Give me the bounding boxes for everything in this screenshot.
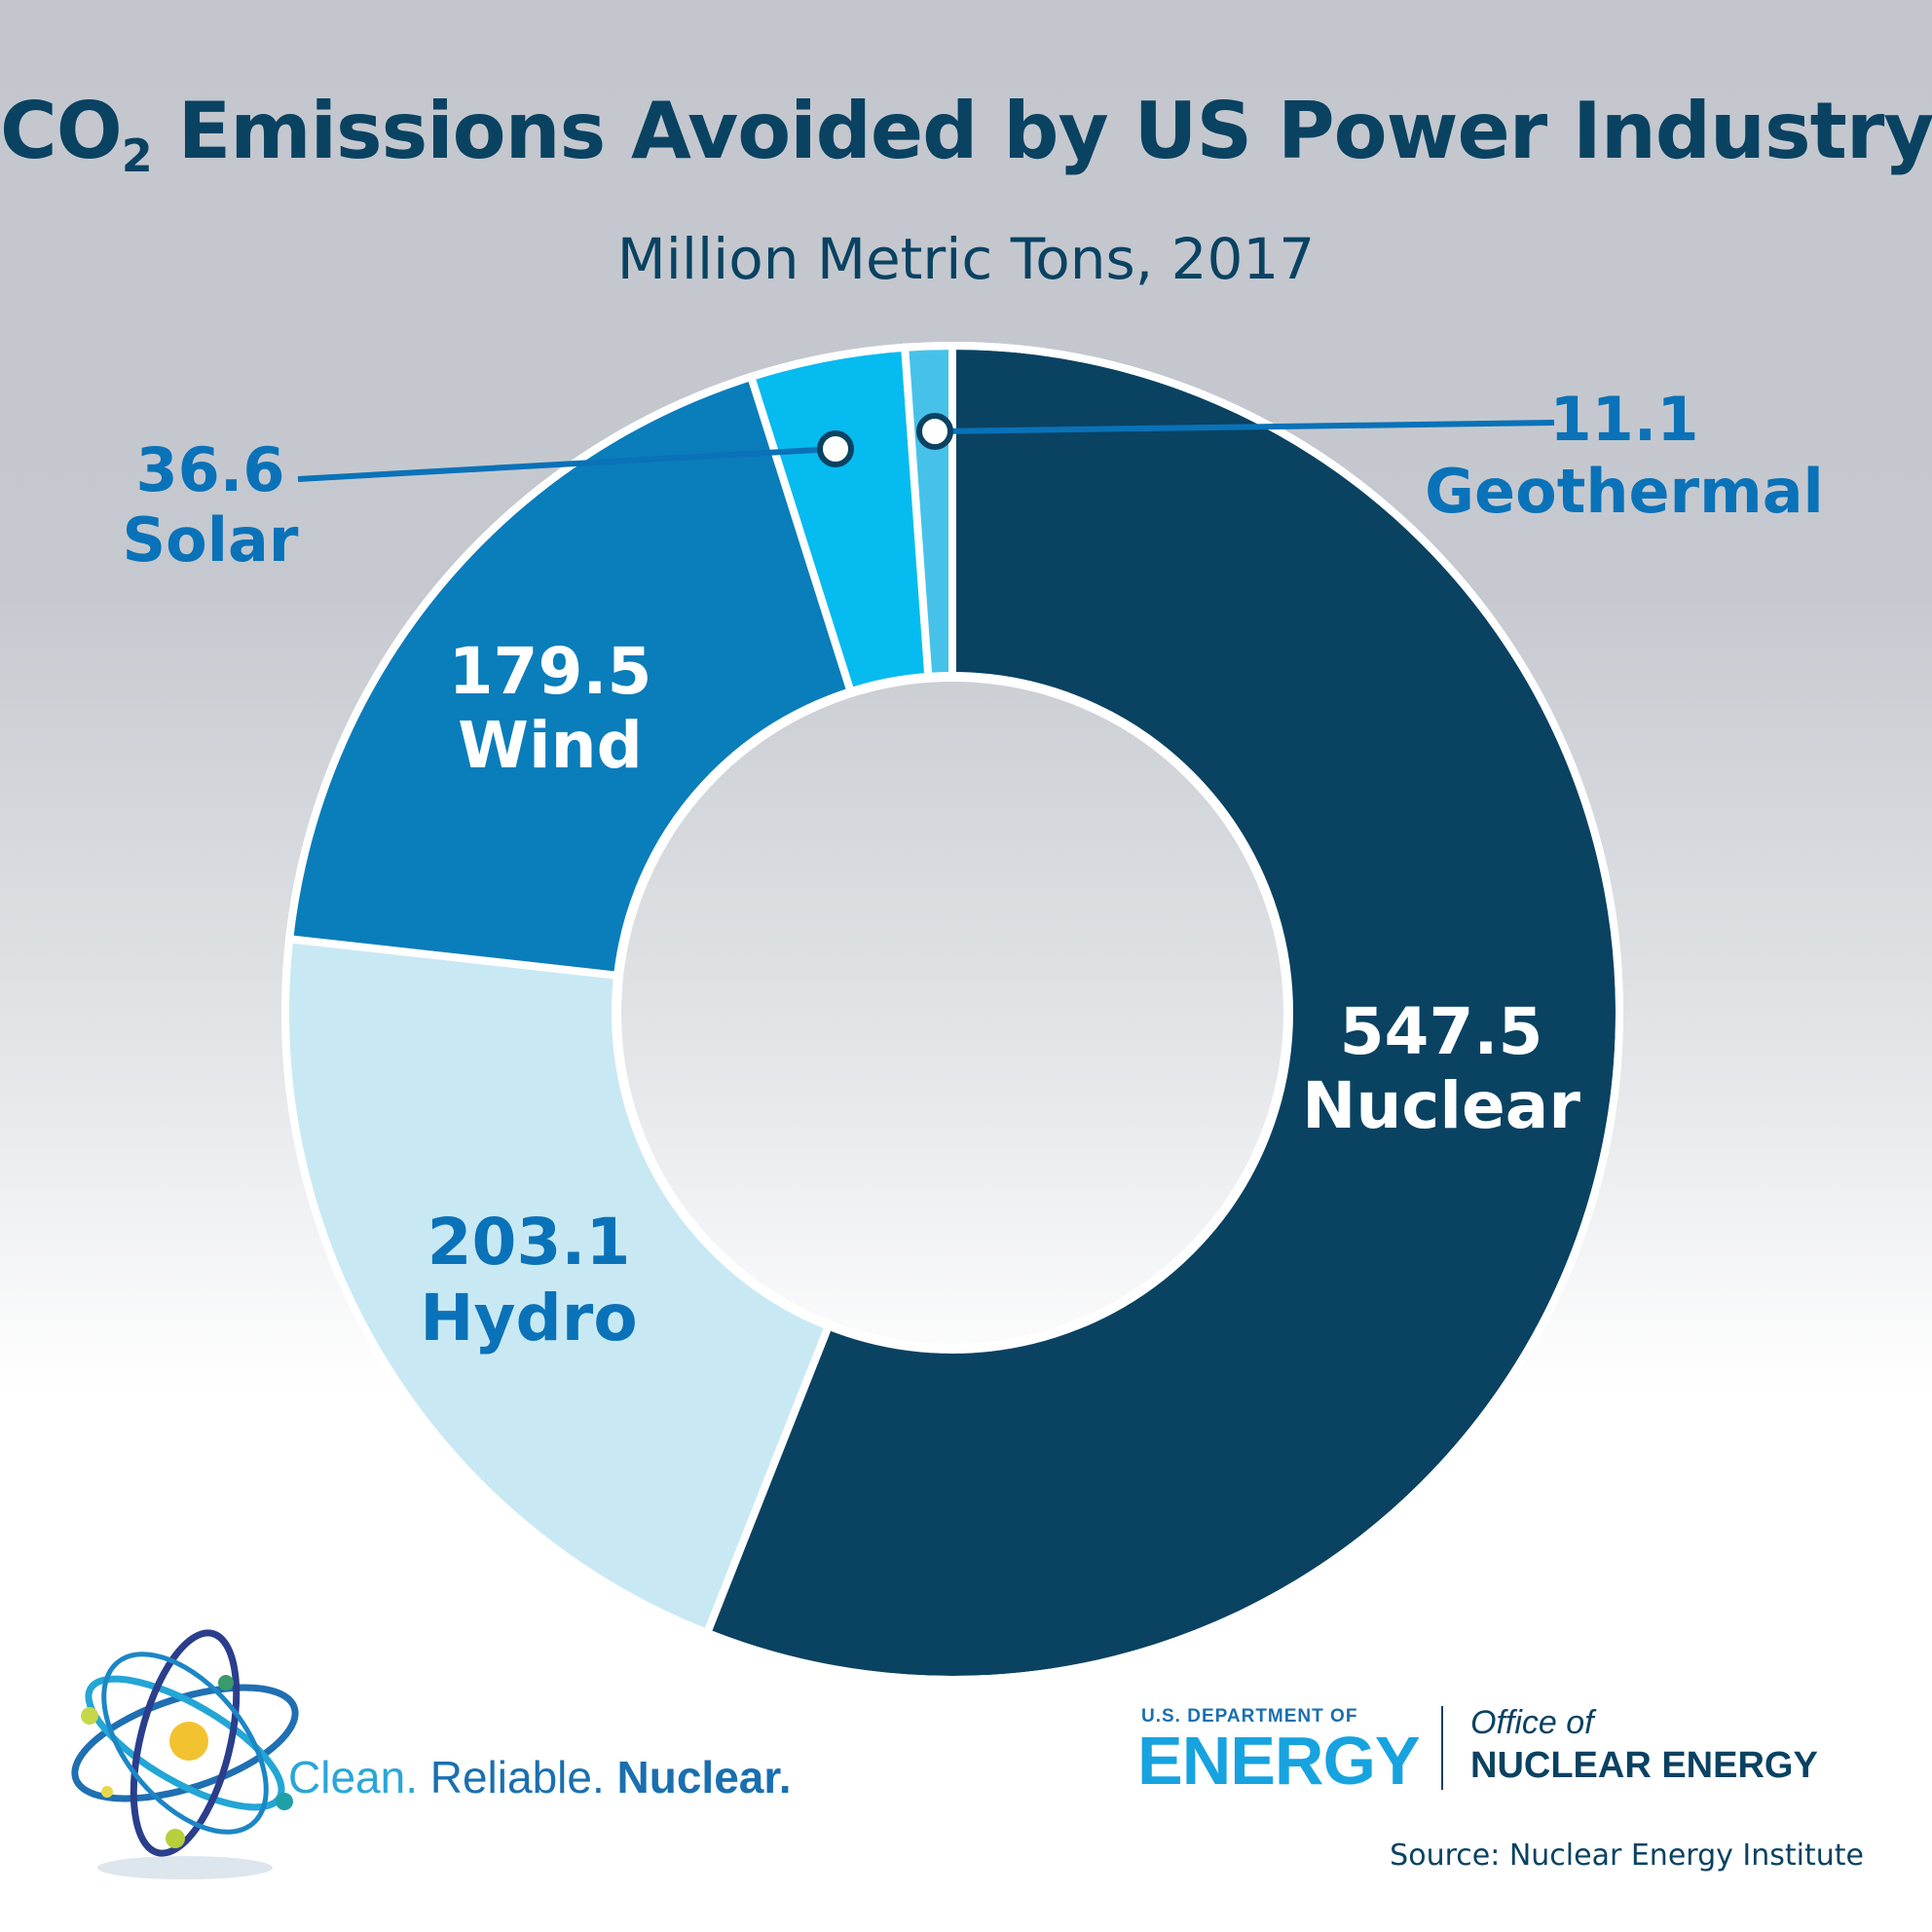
category-label-hydro: Hydro: [420, 1281, 637, 1356]
category-label-solar: Solar: [123, 504, 299, 576]
source-note: Source: Nuclear Energy Institute: [1390, 1839, 1864, 1873]
donut-slices: [281, 341, 1623, 1684]
page-title: CO2 Emissions Avoided by US Power Indust…: [0, 86, 1932, 178]
tagline-reliable: Reliable.: [417, 1752, 605, 1802]
callout-line-geothermal: [934, 420, 1555, 434]
category-label-wind: Wind: [458, 708, 643, 783]
doe-logo-energy-text: ENERGY: [1137, 1723, 1421, 1799]
donut-inner-ring: [612, 672, 1293, 1354]
donut-outer-ring: [281, 342, 1623, 1684]
title-rest: Emissions Avoided by US Power Industry: [151, 86, 1932, 176]
tagline-clean: Clean.: [288, 1752, 418, 1802]
value-label-wind: 179.5: [449, 634, 652, 709]
page-subtitle: Million Metric Tons, 2017: [616, 226, 1316, 292]
callout-line-solar: [297, 446, 836, 482]
title-co: CO: [0, 86, 123, 176]
atom-logo-icon: [71, 1629, 299, 1879]
value-label-nuclear: 547.5: [1340, 994, 1543, 1069]
tagline: Clean. Reliable. Nuclear.: [288, 1751, 792, 1803]
title-subscript: 2: [121, 130, 153, 182]
category-label-nuclear: Nuclear: [1302, 1068, 1580, 1143]
office-of-text: Office of: [1470, 1704, 1594, 1741]
doe-logo-small-text: U.S. DEPARTMENT OF: [1141, 1706, 1358, 1727]
donut-callouts: [297, 413, 1555, 482]
nuclear-energy-text: NUCLEAR ENERGY: [1470, 1745, 1818, 1786]
tagline-nuclear: Nuclear.: [604, 1752, 792, 1802]
logo-divider: [1441, 1706, 1443, 1790]
category-label-geothermal: Geothermal: [1425, 456, 1824, 527]
value-label-hydro: 203.1: [427, 1205, 631, 1280]
value-label-geothermal: 11.1: [1550, 384, 1699, 455]
callout-dot-geothermal: [916, 413, 953, 450]
callout-dot-solar: [817, 430, 854, 467]
value-label-solar: 36.6: [136, 434, 285, 505]
